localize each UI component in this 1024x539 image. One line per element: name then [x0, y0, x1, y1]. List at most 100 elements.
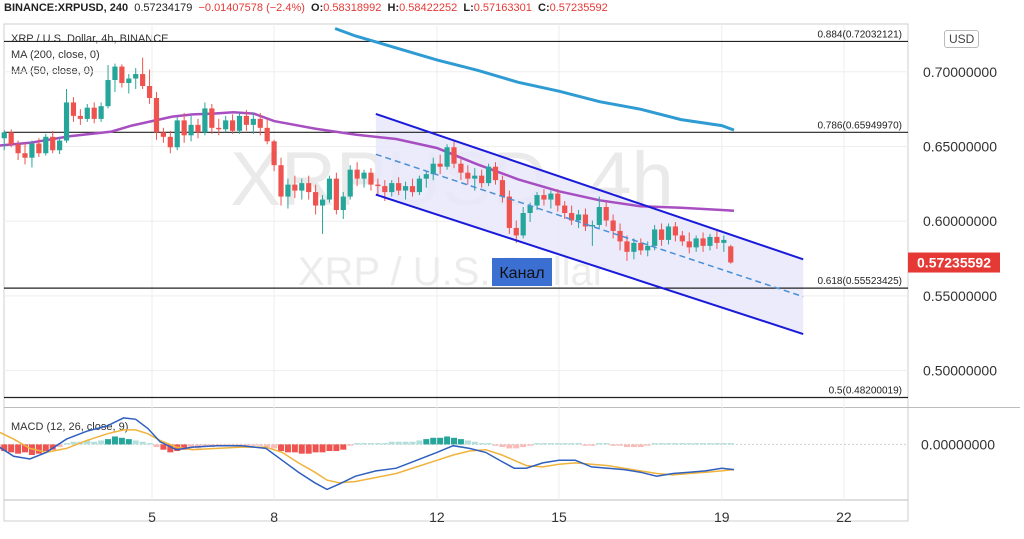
macd-histogram-bar: [361, 443, 368, 445]
fib-level-label: 0.786(0.65949970): [817, 120, 902, 131]
candle-body: [569, 213, 575, 221]
macd-histogram-bar: [665, 443, 672, 445]
candle-body: [153, 97, 160, 133]
macd-histogram-bar: [720, 443, 727, 445]
macd-histogram-bar: [416, 440, 423, 445]
candle-body: [624, 241, 630, 252]
macd-histogram-bar: [340, 444, 347, 450]
candle-body: [437, 163, 443, 167]
macd-histogram-bar: [167, 444, 174, 453]
y-tick-label: 0.65000000: [923, 139, 997, 155]
macd-histogram-bar: [610, 444, 617, 446]
macd-histogram-bar: [312, 444, 319, 453]
symbol-header: BINANCE:XRPUSD, 240 0.57234179 −0.014075…: [4, 2, 608, 14]
macd-histogram-bar: [367, 443, 374, 445]
candle-body: [555, 193, 561, 206]
macd-histogram-bar: [713, 443, 720, 445]
candle-body: [396, 183, 402, 191]
candle-body: [292, 184, 298, 191]
candle-body: [665, 226, 672, 240]
low-label: L:: [463, 2, 474, 14]
macd-histogram-bar: [132, 440, 139, 445]
candle-body: [22, 153, 28, 158]
macd-histogram-bar: [326, 444, 333, 452]
macd-histogram-bar: [354, 443, 361, 445]
candle-body: [195, 124, 201, 133]
y-tick-label: 0.55000000: [923, 288, 997, 304]
fib-level-label: 0.5(0.48200019): [829, 386, 902, 397]
candle-body: [513, 227, 519, 236]
macd-histogram-bar: [243, 444, 250, 446]
macd-histogram-bar: [727, 443, 734, 445]
price-change: −0.01407578 (−2.4%): [198, 2, 305, 14]
macd-histogram-bar: [35, 444, 42, 454]
candle-body: [444, 147, 450, 167]
macd-histogram-bar: [63, 443, 70, 445]
macd-histogram-bar: [374, 443, 381, 445]
candle-body: [423, 174, 429, 179]
macd-histogram-bar: [118, 437, 125, 445]
macd-histogram-bar: [575, 443, 582, 445]
macd-histogram-bar: [291, 444, 298, 453]
macd-histogram-bar: [181, 444, 188, 450]
watermark-name: XRP / U.S. Dollar: [298, 250, 606, 294]
candle-body: [472, 175, 478, 179]
candle-body: [250, 118, 256, 125]
macd-histogram-bar: [623, 444, 630, 448]
candle-body: [485, 166, 492, 184]
macd-histogram-bar: [651, 443, 658, 445]
macd-histogram-bar: [596, 443, 603, 445]
close-label: C:: [538, 2, 550, 14]
macd-histogram-bar: [700, 443, 707, 445]
macd-histogram-bar: [257, 444, 264, 446]
candle-body: [8, 132, 14, 145]
macd-histogram-bar: [284, 444, 291, 453]
candle-body: [506, 196, 512, 228]
macd-histogram-bar: [409, 441, 416, 445]
macd-y-tick-label: 0.00000000: [921, 436, 995, 452]
candle-body: [77, 115, 83, 119]
candle-body: [15, 144, 21, 154]
macd-histogram-bar: [153, 444, 160, 448]
candle-body: [202, 108, 208, 133]
candle-body: [548, 193, 554, 200]
macd-histogram-bar: [298, 444, 305, 454]
candle-body: [285, 184, 291, 197]
macd-histogram-bar: [450, 437, 457, 445]
macd-histogram-bar: [347, 444, 354, 446]
candle-body: [84, 107, 90, 119]
candle-body: [638, 242, 644, 251]
candle-body: [43, 136, 49, 154]
candle-body: [319, 199, 326, 206]
candle-body: [181, 120, 187, 136]
candle-body: [36, 143, 42, 154]
candle-body: [645, 245, 651, 251]
candle-body: [105, 80, 111, 107]
macd-histogram-bar: [464, 440, 471, 445]
candle-body: [91, 107, 97, 119]
channel-label-box: [492, 258, 552, 286]
macd-histogram-bar: [637, 444, 644, 448]
open-value: 0.58318992: [323, 2, 382, 14]
macd-histogram-bar: [146, 443, 153, 445]
candle-body: [326, 178, 333, 200]
candle-body: [451, 147, 457, 164]
macd-histogram-bar: [423, 439, 430, 445]
candle-body: [133, 74, 139, 79]
ma200-line: [334, 27, 735, 132]
fib-level-label: 0.884(0.72032121): [817, 29, 902, 40]
macd-histogram-bar: [105, 439, 112, 445]
candle-body: [98, 106, 104, 119]
macd-histogram-bar: [91, 441, 98, 445]
candle-body: [527, 205, 533, 214]
macd-legend: MACD (12, 26, close, 9): [11, 421, 129, 433]
candle-body: [174, 120, 180, 148]
high-label: H:: [387, 2, 400, 14]
candle-body: [658, 229, 665, 240]
macd-histogram-bar: [395, 441, 402, 445]
candle-body: [333, 178, 339, 211]
open-label: O:: [311, 2, 324, 14]
macd-histogram-bar: [56, 444, 63, 448]
currency-button[interactable]: USD: [944, 30, 980, 48]
